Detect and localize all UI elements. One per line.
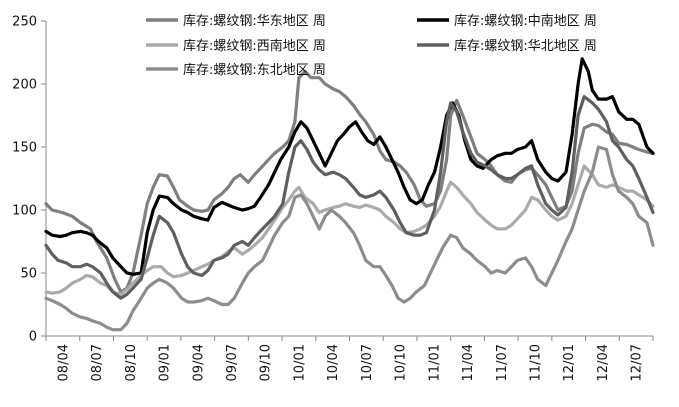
legend-label: 库存:螺纹钢:西南地区 周 xyxy=(183,38,326,54)
x-tick-label: 10/10 xyxy=(394,344,409,381)
legend: 库存:螺纹钢:华东地区 周库存:螺纹钢:中南地区 周库存:螺纹钢:西南地区 周库… xyxy=(146,13,597,78)
x-tick-label: 10/07 xyxy=(360,344,375,381)
x-tick-label: 08/04 xyxy=(56,344,71,381)
axes: 0 50 100 150 200 250 08/04 08/07 08/10 09/01 09/04… xyxy=(12,15,654,381)
x-tick-label: 10/01 xyxy=(292,344,307,381)
y-tick-label: 100 xyxy=(12,204,37,219)
series-line-3 xyxy=(44,164,655,296)
x-tick-label: 12/01 xyxy=(562,344,577,381)
series-line-5 xyxy=(44,145,655,332)
x-tick-label: 09/07 xyxy=(225,344,240,381)
series-line-1 xyxy=(44,69,655,294)
x-tick-label: 08/07 xyxy=(90,344,105,381)
legend-entry-5: 库存:螺纹钢:东北地区 周 xyxy=(146,62,326,78)
y-tick-label: 0 xyxy=(29,330,37,345)
x-tick-label: 11/01 xyxy=(427,344,442,381)
legend-label: 库存:螺纹钢:华北地区 周 xyxy=(454,38,597,54)
legend-entry-1: 库存:螺纹钢:华东地区 周 xyxy=(146,13,326,29)
x-tick-label: 10/04 xyxy=(326,344,341,381)
x-tick-label: 09/10 xyxy=(259,344,274,381)
legend-label: 库存:螺纹钢:中南地区 周 xyxy=(454,13,597,29)
x-tick-label: 11/04 xyxy=(461,344,476,381)
legend-label: 库存:螺纹钢:华东地区 周 xyxy=(183,13,326,29)
x-tick-label: 12/07 xyxy=(630,344,645,381)
y-tick-label: 200 xyxy=(12,78,37,93)
series-layer xyxy=(44,57,655,332)
legend-label: 库存:螺纹钢:东北地区 周 xyxy=(183,62,326,78)
series-line-2 xyxy=(44,57,655,276)
x-tick-label: 11/07 xyxy=(495,344,510,381)
x-tick-label: 12/04 xyxy=(596,344,611,381)
legend-entry-2: 库存:螺纹钢:中南地区 周 xyxy=(417,13,597,29)
series-line-4 xyxy=(44,95,655,300)
y-tick-label: 150 xyxy=(12,141,37,156)
x-tick-label: 09/04 xyxy=(191,344,206,381)
x-tick-label: 09/01 xyxy=(158,344,173,381)
y-tick-label: 50 xyxy=(20,267,37,282)
x-tick-label: 11/10 xyxy=(528,344,543,381)
legend-entry-3: 库存:螺纹钢:西南地区 周 xyxy=(146,38,326,54)
legend-entry-4: 库存:螺纹钢:华北地区 周 xyxy=(417,38,597,54)
y-tick-label: 250 xyxy=(12,15,37,30)
x-tick-label: 08/10 xyxy=(124,344,139,381)
